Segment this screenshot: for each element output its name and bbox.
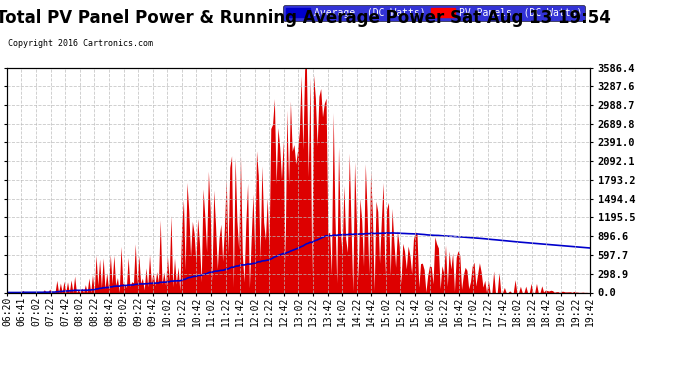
Legend: Average  (DC Watts), PV Panels  (DC Watts): Average (DC Watts), PV Panels (DC Watts) <box>283 5 585 21</box>
Text: Total PV Panel Power & Running Average Power Sat Aug 13 19:54: Total PV Panel Power & Running Average P… <box>0 9 611 27</box>
Text: Copyright 2016 Cartronics.com: Copyright 2016 Cartronics.com <box>8 39 153 48</box>
